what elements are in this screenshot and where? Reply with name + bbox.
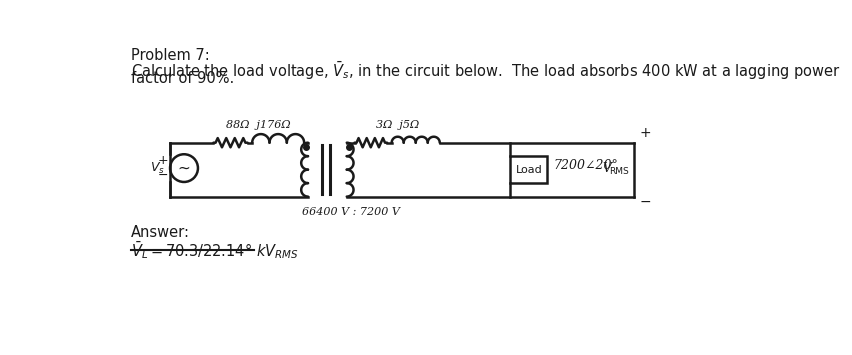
Text: −: − bbox=[640, 195, 651, 209]
Text: Calculate the load voltage, $\bar{V}_s$, in the circuit below.  The load absorbs: Calculate the load voltage, $\bar{V}_s$,… bbox=[131, 60, 841, 82]
Text: +: + bbox=[158, 154, 169, 167]
Text: 7200∠20°: 7200∠20° bbox=[554, 159, 619, 172]
Bar bbox=[510, 156, 548, 183]
Text: RMS: RMS bbox=[609, 167, 630, 176]
Text: ~: ~ bbox=[177, 160, 190, 176]
Text: −: − bbox=[158, 169, 169, 182]
Text: 66400 V : 7200 V: 66400 V : 7200 V bbox=[302, 207, 400, 217]
Text: Problem 7:: Problem 7: bbox=[131, 48, 210, 63]
Text: Load: Load bbox=[515, 165, 542, 175]
Text: Answer:: Answer: bbox=[131, 225, 190, 240]
Text: V: V bbox=[602, 162, 612, 175]
Text: 3Ω  j5Ω: 3Ω j5Ω bbox=[376, 120, 418, 130]
Text: +: + bbox=[640, 126, 651, 140]
Text: $V_s$: $V_s$ bbox=[150, 160, 165, 176]
Text: 88Ω  j176Ω: 88Ω j176Ω bbox=[227, 120, 291, 130]
Text: $\bar{V}_L = 70.3/22.14°\ kV_{RMS}$: $\bar{V}_L = 70.3/22.14°\ kV_{RMS}$ bbox=[131, 239, 299, 261]
Text: factor of 90%.: factor of 90%. bbox=[131, 71, 234, 86]
